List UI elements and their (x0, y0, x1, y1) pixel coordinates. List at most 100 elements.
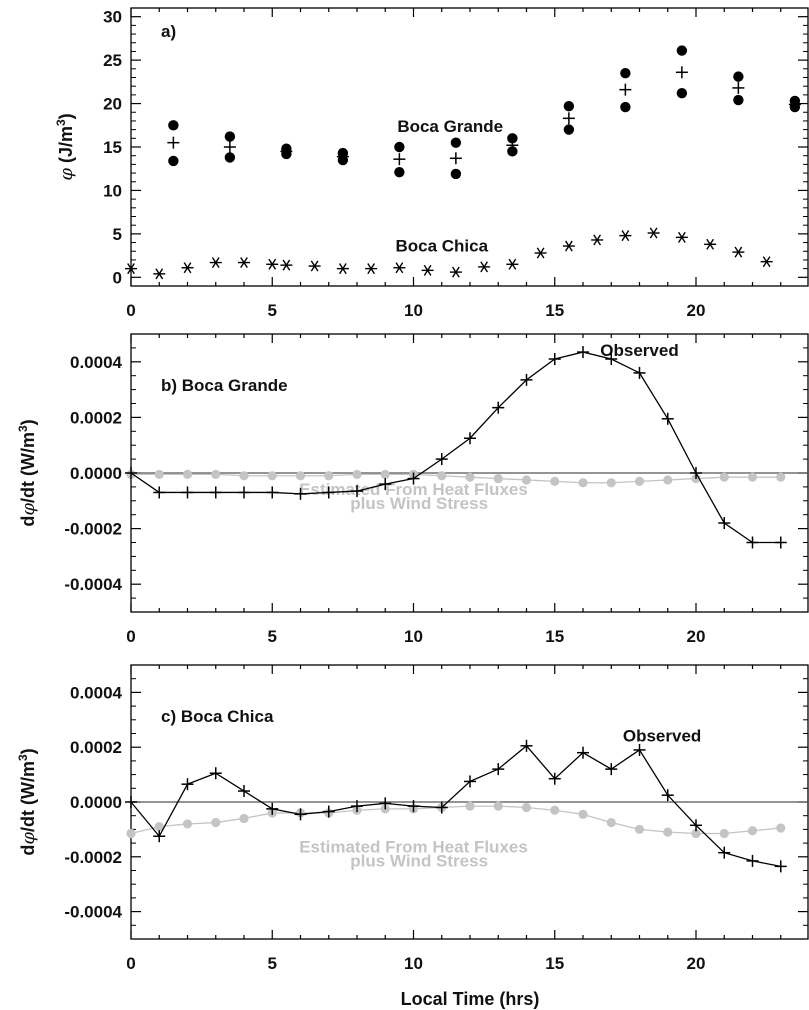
data-point-plus (774, 536, 787, 549)
data-point-plus (393, 153, 406, 166)
data-point-plus (153, 830, 166, 843)
data-point-plus (506, 139, 519, 152)
data-point-dot (493, 801, 503, 811)
x-tick-label: 0 (126, 954, 135, 973)
x-tick-label: 5 (268, 954, 277, 973)
y-axis-title-part: ) (18, 748, 38, 754)
series-1 (167, 66, 801, 166)
x-tick-label: 10 (404, 954, 423, 973)
data-point-plus (336, 150, 349, 163)
y-tick-label: 0.0002 (70, 738, 122, 757)
data-point-dot (563, 124, 575, 135)
data-point-plus (492, 763, 505, 776)
data-point-asterisk (591, 234, 604, 246)
y-tick-label: 0.0002 (70, 408, 122, 427)
data-point-asterisk (125, 263, 137, 275)
data-point-plus (661, 789, 674, 802)
y-tick-label: -0.0004 (64, 903, 122, 922)
panel-a: 0 5 10 15 20 0 5 10 15 20 25 30 φ (J/m3) a) Boca Grand… (54, 7, 809, 320)
data-point-dot (211, 817, 221, 828)
data-point-plus (774, 860, 787, 873)
data-point-asterisk (478, 261, 491, 273)
y-axis-title-part: d (18, 845, 38, 856)
data-point-plus (449, 152, 462, 165)
ast-d2 (564, 240, 573, 252)
data-point-plus (379, 478, 392, 491)
y-axis-title-part: φ (18, 503, 39, 516)
y-tick-label: -0.0002 (64, 520, 122, 539)
annotation: Boca Grande (397, 117, 503, 136)
x-tick-label: 10 (404, 627, 423, 646)
data-point-dot (211, 469, 221, 479)
y-tick-label: 20 (103, 95, 122, 114)
data-point-plus (605, 353, 618, 366)
data-point-plus (464, 775, 476, 788)
data-point-plus (520, 739, 533, 752)
y-axis-title-part: 3 (16, 425, 30, 432)
data-point-dot (676, 45, 688, 56)
ast-d2 (183, 262, 192, 274)
data-point-dot (394, 166, 405, 178)
ast-d2 (536, 247, 545, 259)
y-tick-label: 30 (103, 8, 122, 27)
data-point-dot (239, 471, 249, 481)
annotation: Observed (623, 727, 701, 746)
data-point-plus (407, 800, 420, 813)
annotation: plus Wind Stress (350, 851, 488, 870)
data-point-asterisk (153, 268, 166, 280)
data-point-dot (719, 828, 729, 839)
ast-d2 (621, 230, 630, 242)
y-axis-title: φ (J/m3) (54, 113, 77, 180)
annotation: Estimated From Heat Fluxes (299, 838, 528, 857)
data-point-plus (167, 136, 180, 149)
data-point-plus (562, 112, 575, 125)
data-point-plus (209, 767, 222, 780)
data-point-dot (126, 828, 136, 839)
data-point-dot (563, 100, 575, 112)
data-point-plus (351, 485, 363, 498)
y-tick-label: 0.0000 (70, 464, 122, 483)
y-axis-title: dφ/dt (W/m3) (16, 419, 39, 526)
data-point-dot (493, 473, 503, 484)
data-point-asterisk (732, 246, 745, 258)
data-point-asterisk (308, 260, 321, 272)
y-axis-title-part: /dt (W/m (18, 432, 38, 503)
data-point-dot (267, 471, 277, 481)
data-point-plus (633, 366, 646, 379)
data-point-plus (548, 353, 561, 366)
ast-d2 (677, 231, 686, 243)
ast-d2 (734, 246, 743, 258)
y-axis-title-part: 3 (54, 119, 68, 126)
data-point-dot (154, 469, 164, 479)
ast-d2 (508, 258, 517, 270)
data-point-dot (521, 802, 532, 813)
y-tick-label: -0.0004 (64, 575, 122, 594)
panel-c: 0 5 10 15 20 -0.0004 -0.0002 0.0000 0.0002 0.0004… (16, 664, 809, 1009)
y-axis-title-part: d (18, 516, 38, 527)
data-point-plus (322, 486, 335, 499)
y-axis-title-part: /dt (W/m (18, 761, 38, 832)
data-point-plus (238, 486, 250, 499)
ast-d2 (649, 227, 658, 239)
y-tick-label: 0.0000 (70, 793, 122, 812)
data-point-plus (379, 797, 392, 810)
data-point-plus (520, 373, 533, 386)
data-point-plus (577, 746, 589, 759)
data-point-plus (464, 432, 476, 445)
x-tick-label: 5 (268, 627, 277, 646)
y-axis-title-part: ) (56, 113, 76, 119)
data-point-asterisk (181, 262, 194, 274)
y-tick-label: 0.0004 (70, 683, 123, 702)
data-point-dot (450, 137, 462, 148)
data-point-dot (634, 476, 645, 486)
x-tick-label: 15 (545, 954, 564, 973)
y-axis-title-part: ) (18, 419, 38, 425)
ast-d2 (268, 258, 277, 270)
data-point-plus (661, 412, 674, 425)
data-point-dot (182, 469, 193, 479)
y-tick-label: 0 (113, 268, 122, 287)
y-tick-label: 0.0004 (70, 353, 123, 372)
data-point-dot (295, 471, 306, 481)
y-tick-label: 25 (103, 51, 122, 70)
